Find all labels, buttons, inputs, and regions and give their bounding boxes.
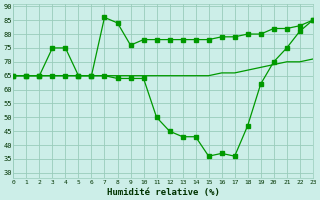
X-axis label: Humidité relative (%): Humidité relative (%) (107, 188, 220, 197)
